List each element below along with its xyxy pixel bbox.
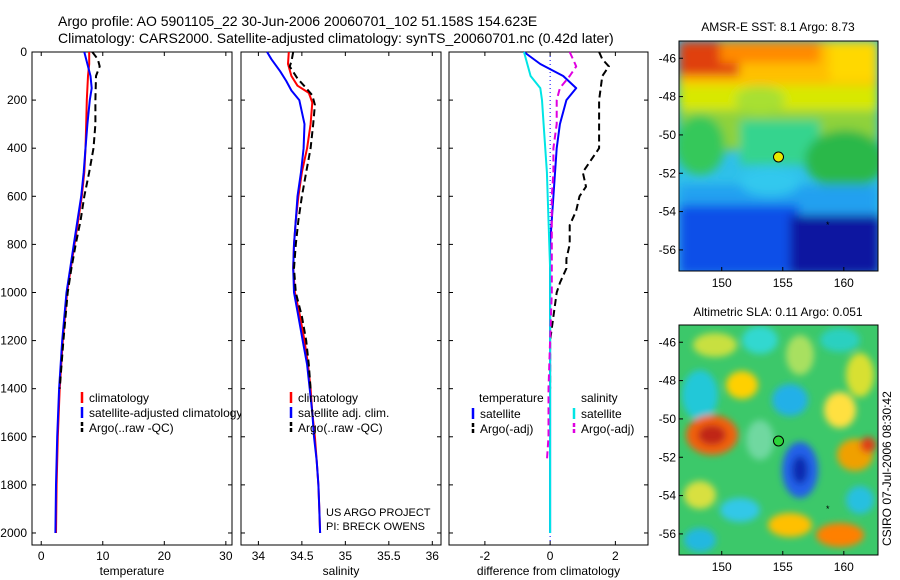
map-x-tick-label: 160	[834, 560, 854, 574]
y-tick-label: 1600	[0, 430, 27, 444]
map-y-tick-label: -54	[659, 489, 677, 503]
legend-label: satellite	[480, 407, 521, 421]
legend-label: satellite-adjusted climatology	[89, 406, 242, 420]
legend-temperature-header: temperature	[479, 391, 544, 405]
series-line	[523, 51, 552, 533]
legend-label: Argo(-adj)	[480, 422, 533, 436]
legend-salinity-header: salinity	[581, 391, 618, 405]
y-tick-label: 800	[7, 237, 27, 251]
sla-map-panel: Altimetric SLA: 0.11 Argo: 0.051	[659, 305, 879, 574]
x-tick-label: 36	[426, 549, 440, 563]
y-tick-label: 1200	[0, 334, 27, 348]
sst-map-axes: 150 155 160 -46 -48 -50 -52 -54 -56	[659, 51, 854, 290]
salinity-xlabel: salinity	[323, 564, 360, 578]
map-y-tick-label: -52	[659, 166, 677, 180]
x-tick-label: 35.5	[377, 549, 401, 563]
sst-map-title: AMSR-E SST: 8.1 Argo: 8.73	[701, 20, 855, 34]
map-y-tick-label: -48	[659, 90, 677, 104]
timestamp-stamp: CSIRO 07-Jul-2006 08:30:42	[880, 391, 894, 546]
map-y-tick-label: -46	[659, 51, 677, 65]
y-tick-label: 1400	[0, 382, 27, 396]
legend-label: satellite	[581, 407, 622, 421]
y-tick-label: 0	[20, 45, 27, 59]
salinity-panel: 34 34.5 35 35.5 36 salinity climatologysatelli…	[240, 51, 442, 578]
x-tick-label: 0	[38, 549, 45, 563]
salinity-axes-box	[240, 51, 442, 546]
series-line	[288, 51, 316, 389]
sla-track-mark: *	[826, 504, 830, 514]
series-line	[545, 51, 578, 461]
x-tick-label: 35	[339, 549, 353, 563]
x-tick-label: 2	[612, 549, 619, 563]
legend-label: Argo(..raw -QC)	[298, 421, 383, 435]
header-line2: Climatology: CARS2000. Satellite-adjuste…	[58, 30, 614, 46]
map-y-tick-label: -48	[659, 374, 677, 388]
sla-float-marker	[773, 435, 784, 447]
series-line	[54, 51, 93, 534]
sla-map-title: Altimetric SLA: 0.11 Argo: 0.051	[693, 305, 863, 319]
map-x-tick-label: 155	[773, 276, 793, 290]
x-tick-label: 34	[252, 549, 266, 563]
map-y-tick-label: -54	[659, 205, 677, 219]
map-x-tick-label: 160	[834, 276, 854, 290]
temperature-panel: 0 10 20 30 0 200 400 600 800 1000 1200 1400 1600 1800…	[0, 45, 242, 578]
map-x-tick-label: 150	[712, 276, 732, 290]
series-line	[58, 51, 101, 389]
y-tick-label: 200	[7, 93, 27, 107]
x-tick-label: 0	[547, 549, 554, 563]
y-tick-label: 1800	[0, 478, 27, 492]
map-y-tick-label: -50	[659, 412, 677, 426]
y-tick-label: 2000	[0, 526, 27, 540]
sst-map-panel: AMSR-E SST: 8.1 Argo: 8.73 150 155 1	[659, 20, 879, 290]
series-line	[549, 51, 610, 389]
map-y-tick-label: -52	[659, 450, 677, 464]
map-y-tick-label: -56	[659, 527, 677, 541]
y-tick-label: 1000	[0, 285, 27, 299]
legend-label: Argo(..raw -QC)	[89, 421, 174, 435]
header-line1: Argo profile: AO 5901105_22 30-Jun-2006 …	[58, 13, 537, 29]
credit-line2: PI: BRECK OWENS	[326, 521, 425, 533]
sla-map-field	[679, 325, 878, 555]
sst-float-marker	[773, 151, 784, 163]
map-y-tick-label: -50	[659, 128, 677, 142]
x-tick-label: 34.5	[290, 549, 314, 563]
sst-track-mark: *	[826, 220, 830, 230]
map-x-tick-label: 150	[712, 560, 732, 574]
credit-line1: US ARGO PROJECT	[326, 507, 431, 519]
sla-map-axes: 150 155 160 -46 -48 -50 -52 -54 -56	[659, 335, 854, 574]
difference-axes-box	[448, 51, 649, 546]
legend-label: climatology	[89, 391, 149, 405]
temperature-xlabel: temperature	[100, 564, 165, 578]
legend-label: Argo(-adj)	[581, 422, 634, 436]
legend-label: satellite adj. clim.	[298, 406, 389, 420]
temperature-axes-box	[31, 51, 233, 546]
x-tick-label: 30	[219, 549, 233, 563]
series-line	[266, 51, 322, 534]
legend-label: climatology	[298, 391, 358, 405]
x-tick-label: -2	[480, 549, 491, 563]
x-tick-label: 10	[96, 549, 110, 563]
map-x-tick-label: 155	[773, 560, 793, 574]
map-y-tick-label: -56	[659, 243, 677, 257]
y-tick-label: 600	[7, 189, 27, 203]
difference-xlabel: difference from climatology	[477, 564, 620, 578]
y-tick-label: 400	[7, 141, 27, 155]
map-y-tick-label: -46	[659, 335, 677, 349]
x-tick-label: 20	[158, 549, 172, 563]
